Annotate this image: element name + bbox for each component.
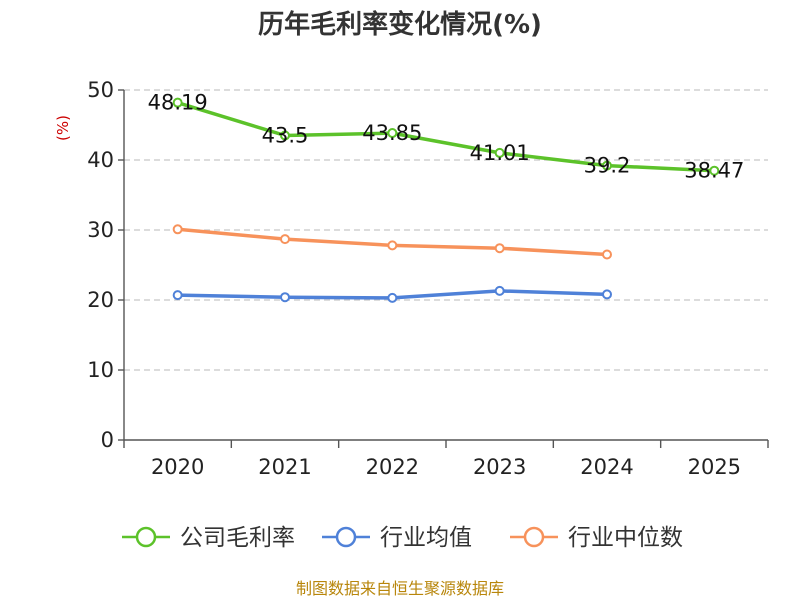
y-tick-label-30: 30	[87, 218, 114, 242]
x-tick-label-2021: 2021	[258, 455, 311, 479]
data-point-1-0	[172, 290, 183, 301]
data-labels: 48.19 43.5 43.85 41.01 39.2 38.47	[148, 91, 745, 183]
data-label-0-3: 41.01	[470, 141, 530, 165]
legend-item-2: 行业中位数	[510, 525, 683, 551]
y-tick-label-0: 0	[101, 428, 114, 452]
series-1	[172, 285, 612, 303]
x-tick-label-2023: 2023	[473, 455, 526, 479]
data-point-0-3	[494, 147, 505, 158]
series-0	[172, 97, 720, 176]
x-tick-label-2022: 2022	[366, 455, 419, 479]
legend-label-1: 行业均值	[380, 525, 472, 551]
series-lines	[172, 97, 720, 303]
chart-title: 历年毛利率变化情况(%)	[258, 9, 542, 40]
data-label-0-1: 43.5	[262, 124, 309, 148]
series-2	[172, 224, 612, 260]
data-point-1-1	[280, 292, 290, 303]
data-label-0-4: 39.2	[584, 154, 631, 178]
data-point-2-1	[280, 234, 290, 245]
data-label-0-2: 43.85	[362, 121, 422, 145]
legend-marker-0	[135, 526, 157, 548]
y-tick-label-40: 40	[87, 148, 114, 172]
data-point-2-4	[602, 249, 612, 260]
data-point-1-4	[602, 289, 612, 300]
legend-label-0: 公司毛利率	[180, 525, 295, 551]
legend-label-2: 行业中位数	[568, 525, 683, 551]
data-point-2-0	[172, 224, 183, 235]
series-line-0	[175, 100, 717, 173]
data-point-0-1	[280, 130, 290, 141]
data-point-2-3	[494, 243, 505, 254]
data-label-0-5: 38.47	[684, 159, 744, 183]
data-point-1-3	[494, 285, 505, 296]
legend: 公司毛利率 行业均值 行业中位数	[122, 525, 683, 551]
data-point-0-0	[172, 97, 183, 108]
data-point-0-4	[602, 160, 612, 171]
source-note: 制图数据来自恒生聚源数据库	[296, 579, 504, 598]
y-tick-label-20: 20	[87, 288, 114, 312]
axes: 0 10 20 30 40 50 2020 2021 2022 2023 2024 2025	[87, 78, 769, 479]
data-point-2-2	[387, 240, 398, 251]
y-axis-unit-label: (%)	[54, 115, 72, 141]
data-label-0-0: 48.19	[148, 91, 208, 115]
y-tick-label-50: 50	[87, 78, 114, 102]
legend-item-1: 行业均值	[322, 525, 472, 551]
x-tick-label-2020: 2020	[151, 455, 204, 479]
y-tick-label-10: 10	[87, 358, 114, 382]
grid-lines	[124, 89, 768, 371]
legend-marker-1	[335, 526, 357, 548]
data-point-1-2	[387, 292, 398, 303]
legend-item-0: 公司毛利率	[122, 525, 295, 551]
data-point-0-2	[387, 128, 398, 139]
x-tick-label-2024: 2024	[580, 455, 633, 479]
data-point-0-5	[709, 165, 720, 176]
legend-marker-2	[523, 526, 545, 548]
x-tick-label-2025: 2025	[688, 455, 741, 479]
